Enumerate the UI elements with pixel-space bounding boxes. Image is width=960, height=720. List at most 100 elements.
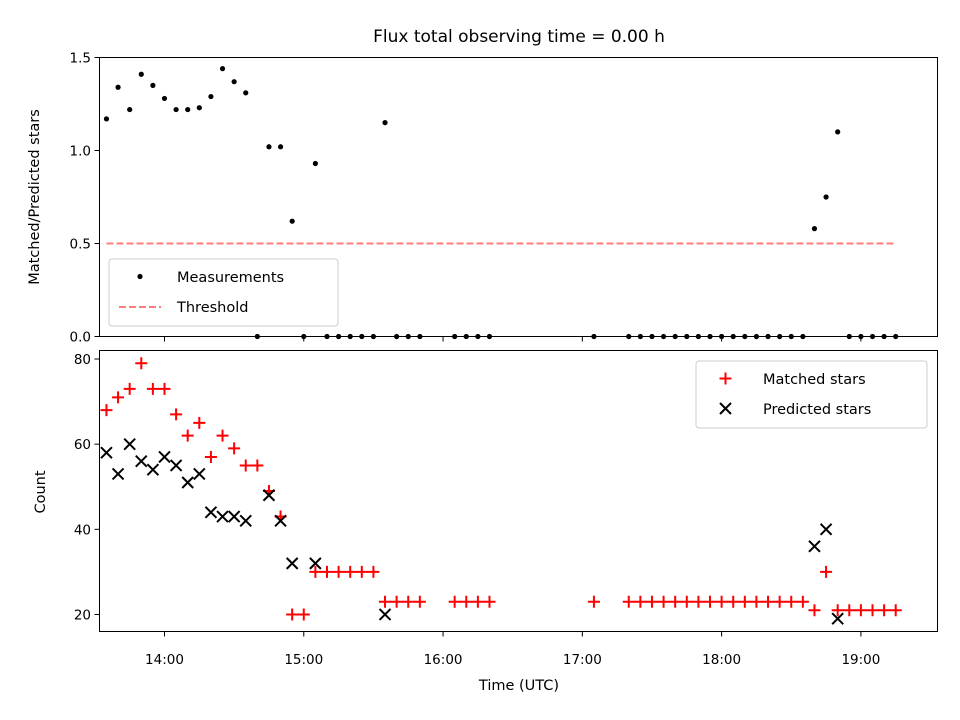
matched-star-point xyxy=(727,595,740,608)
matched-star-point xyxy=(112,391,125,404)
matched-star-point xyxy=(228,442,241,455)
measurement-point xyxy=(277,144,284,150)
bottom-y-tick-label: 40 xyxy=(74,522,91,538)
matched-star-point xyxy=(483,595,496,608)
measurement-point xyxy=(312,160,318,167)
bottom-legend-box xyxy=(695,360,928,429)
matched-star-point xyxy=(123,382,136,395)
measurement-point xyxy=(115,84,121,90)
top-plot-area xyxy=(103,66,899,340)
predicted-star-point xyxy=(285,557,299,570)
matched-star-point xyxy=(820,565,833,578)
bottom-x-tick-label: 17:00 xyxy=(563,652,602,668)
matched-star-point xyxy=(704,595,717,608)
bottom-x-tick-label: 18:00 xyxy=(702,652,741,668)
matched-star-point xyxy=(831,604,844,617)
predicted-star-point xyxy=(309,557,322,570)
matched-star-point xyxy=(796,595,809,608)
bottom-plot-area xyxy=(100,357,902,625)
top-y-tick-label: 1.5 xyxy=(70,51,91,67)
matched-star-point xyxy=(785,595,798,608)
matched-star-point xyxy=(471,595,484,608)
predicted-star-point xyxy=(819,523,833,536)
matched-star-point xyxy=(854,604,867,617)
bottom-y-tick-label: 60 xyxy=(74,437,91,453)
top-legend: Measurements Threshold xyxy=(108,258,339,327)
top-y-tick-label: 1.0 xyxy=(70,144,91,160)
measurement-point xyxy=(811,226,818,232)
matched-star-point xyxy=(286,608,299,621)
matched-star-point xyxy=(715,595,728,608)
bottom-x-tick-label: 15:00 xyxy=(284,652,323,668)
matched-star-point xyxy=(692,595,705,608)
matched-star-point xyxy=(750,595,763,608)
legend-predicted-marker xyxy=(719,402,732,415)
predicted-star-point xyxy=(146,463,160,476)
matched-star-point xyxy=(135,357,148,370)
measurement-point xyxy=(231,79,237,85)
matched-star-point xyxy=(738,595,751,608)
bottom-y-ticks: 20 40 60 80 xyxy=(74,352,100,623)
matched-star-point xyxy=(402,595,415,608)
measurement-point xyxy=(185,106,191,113)
matched-star-point xyxy=(645,595,658,608)
measurement-point xyxy=(823,194,829,200)
predicted-star-point xyxy=(158,450,171,464)
top-axes-frame xyxy=(99,57,938,337)
measurement-point xyxy=(835,129,841,135)
matched-star-point xyxy=(204,450,217,463)
matched-star-point xyxy=(622,595,635,608)
matched-star-point xyxy=(309,565,322,578)
predicted-star-point xyxy=(808,540,821,553)
legend-threshold-label: Threshold xyxy=(176,300,248,316)
top-y-tick-label: 0.0 xyxy=(70,330,91,346)
predicted-star-point xyxy=(274,514,287,528)
x-axis-label: Time (UTC) xyxy=(478,678,559,694)
matched-star-point xyxy=(460,595,473,608)
predicted-star-point xyxy=(181,476,194,489)
predicted-star-point xyxy=(262,489,276,502)
predicted-star-point xyxy=(193,467,206,481)
matched-star-point xyxy=(878,604,891,617)
measurement-point xyxy=(289,218,295,224)
bottom-x-tick-label: 19:00 xyxy=(841,652,880,668)
bottom-y-tick-label: 20 xyxy=(74,607,91,623)
top-legend-box xyxy=(108,258,339,327)
matched-star-point xyxy=(680,595,693,608)
matched-star-point xyxy=(866,604,879,617)
matched-star-point xyxy=(158,382,171,395)
measurement-point xyxy=(266,144,272,150)
matched-star-point xyxy=(669,595,682,608)
matched-star-point xyxy=(390,595,403,608)
measurement-point xyxy=(127,106,133,113)
predicted-star-point xyxy=(135,454,148,468)
bottom-x-tick-label: 16:00 xyxy=(424,652,463,668)
matched-star-point xyxy=(808,604,821,617)
matched-star-point xyxy=(297,608,310,621)
matched-star-point xyxy=(146,382,159,395)
predicted-star-point xyxy=(239,514,252,528)
measurement-point xyxy=(196,105,202,111)
top-y-ticks: 0.0 0.5 1.0 1.5 xyxy=(70,51,100,346)
legend-measurements-marker xyxy=(137,273,143,280)
matched-star-point xyxy=(367,565,380,578)
measurement-point xyxy=(103,116,110,122)
bottom-y-tick-label: 80 xyxy=(74,352,91,368)
matched-star-point xyxy=(216,429,229,442)
predicted-star-point xyxy=(227,510,241,523)
measurement-point xyxy=(161,95,168,102)
bottom-y-axis-label: Count xyxy=(33,470,49,513)
measurement-point xyxy=(173,106,179,113)
predicted-star-point xyxy=(123,437,136,451)
predicted-star-point xyxy=(111,467,125,481)
matched-star-point xyxy=(762,595,775,608)
matched-star-point xyxy=(355,565,368,578)
matched-star-point xyxy=(251,459,264,472)
bottom-x-ticks: 14:00 15:00 16:00 17:00 18:00 19:00 xyxy=(145,631,880,668)
matched-star-point xyxy=(170,408,183,421)
bottom-x-tick-label: 14:00 xyxy=(145,652,184,668)
measurement-point xyxy=(208,93,214,100)
measurement-point xyxy=(138,71,144,77)
predicted-star-point xyxy=(831,612,844,625)
